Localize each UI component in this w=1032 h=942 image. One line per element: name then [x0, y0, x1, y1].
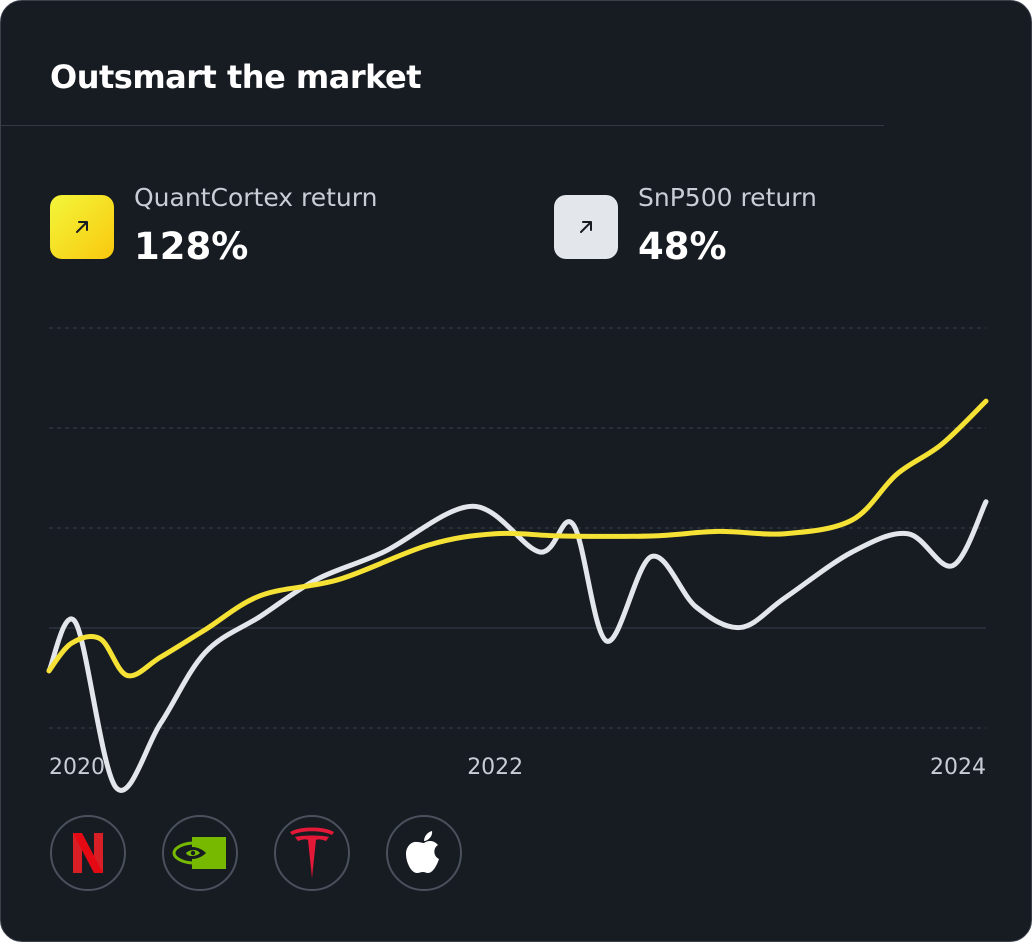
- snp500-label: SnP500 return: [638, 183, 817, 212]
- arrow-up-right-icon: [580, 221, 592, 233]
- series-line-quantcortex: [46, 398, 989, 679]
- x-tick-label: 2024: [930, 755, 986, 780]
- quantcortex-label: QuantCortex return: [134, 183, 378, 212]
- header-divider: [1, 125, 884, 126]
- netflix-icon: [73, 833, 103, 873]
- series-line-snp500: [46, 499, 989, 793]
- returns-line-chart: 2020 2022 2024: [46, 327, 989, 793]
- snp500-value: 48%: [638, 225, 727, 268]
- quantcortex-badge: [50, 195, 114, 259]
- arrow-up-right-icon: [76, 221, 88, 233]
- quantcortex-value: 128%: [134, 225, 249, 268]
- x-tick-label: 2022: [467, 755, 523, 780]
- apple-logo[interactable]: [386, 815, 462, 891]
- nvidia-icon: [172, 837, 226, 869]
- tesla-icon: [290, 827, 334, 878]
- card-title: Outsmart the market: [50, 58, 422, 96]
- x-tick-label: 2020: [49, 755, 105, 780]
- apple-icon: [406, 831, 439, 873]
- tesla-logo[interactable]: [274, 815, 350, 891]
- nvidia-logo[interactable]: [162, 815, 238, 891]
- snp500-badge: [554, 195, 618, 259]
- netflix-logo[interactable]: [50, 815, 126, 891]
